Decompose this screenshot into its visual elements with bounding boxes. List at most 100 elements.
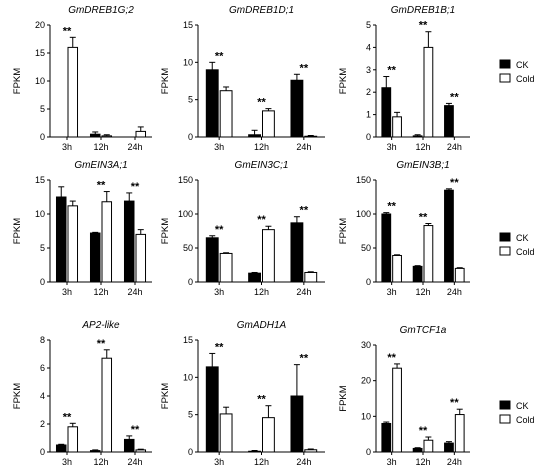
legend-label-ck: CK	[516, 60, 529, 70]
significance-marker: **	[450, 397, 459, 409]
bar-cold	[262, 417, 275, 453]
bar-cold	[101, 135, 113, 138]
significance-marker: **	[387, 201, 396, 213]
x-tick-label: 12h	[93, 457, 108, 467]
y-axis-label: FPKM	[338, 385, 349, 411]
bar-ck	[290, 79, 304, 138]
legend-swatch-cold	[499, 414, 511, 424]
y-tick-label: 50	[361, 243, 371, 253]
y-axis-label: FPKM	[338, 218, 349, 244]
legend-swatch-ck	[499, 400, 511, 410]
y-axis-label: FPKM	[160, 68, 171, 94]
y-tick-label: 15	[35, 48, 45, 58]
x-tick-label: 12h	[93, 287, 108, 297]
y-tick-label: 4	[366, 42, 371, 52]
x-tick-label: 12h	[93, 142, 108, 152]
bar-cold	[423, 46, 434, 138]
y-axis-label: FPKM	[12, 383, 23, 409]
x-tick-label: 3h	[62, 287, 72, 297]
chart-title: GmDREB1B;1	[391, 5, 455, 16]
bar-cold	[392, 254, 402, 283]
bar-cold	[454, 267, 465, 283]
x-tick-label: 12h	[415, 287, 430, 297]
chart-panel-2: GmDREB1D;1 0 5 10 15 FPKM ** 3h ** 12h ** 24h	[160, 5, 325, 152]
chart-title: GmDREB1D;1	[229, 5, 294, 16]
y-tick-label: 10	[361, 411, 371, 421]
x-tick-label: 24h	[127, 142, 142, 152]
x-tick-label: 24h	[296, 287, 311, 297]
legend-swatch-ck	[499, 232, 511, 242]
bar-ck	[444, 442, 454, 453]
x-tick-label: 3h	[214, 457, 224, 467]
bar-cold	[423, 225, 434, 283]
bar-cold	[101, 201, 113, 283]
x-tick-label: 3h	[62, 142, 72, 152]
significance-marker: **	[419, 20, 428, 32]
y-tick-label: 150	[178, 175, 193, 185]
y-tick-label: 0	[366, 132, 371, 142]
chart-title: GmEIN3B;1	[396, 160, 449, 171]
y-tick-label: 10	[183, 372, 193, 382]
chart-title: GmEIN3C;1	[235, 160, 289, 171]
chart-panel-6: GmEIN3B;1 0 50 100 150 FPKM ** 3h ** 12h ** 24h	[338, 160, 470, 297]
bar-ck	[205, 69, 219, 138]
bar-cold	[67, 426, 79, 453]
legend-label-ck: CK	[516, 401, 529, 411]
bar-ck	[248, 272, 262, 283]
significance-marker: **	[419, 425, 428, 437]
chart-panel-5: GmEIN3C;1 0 50 100 150 FPKM ** 3h ** 12h ** 24h	[160, 160, 325, 297]
bar-ck	[381, 422, 392, 453]
y-tick-label: 5	[40, 243, 45, 253]
y-tick-label: 50	[183, 243, 193, 253]
bar-ck	[412, 447, 423, 453]
y-axis-label: FPKM	[12, 218, 23, 244]
x-tick-label: 12h	[254, 457, 269, 467]
bar-ck	[290, 395, 304, 453]
bar-ck	[381, 87, 392, 138]
significance-marker: **	[300, 205, 309, 217]
y-tick-label: 0	[188, 277, 193, 287]
x-tick-label: 24h	[296, 457, 311, 467]
bar-ck	[55, 444, 67, 453]
bar-ck	[248, 450, 262, 453]
significance-marker: **	[257, 394, 266, 406]
significance-marker: **	[97, 180, 106, 192]
chart-panel-8: GmADH1A 0 5 10 15 FPKM ** 3h ** 12h ** 24h	[160, 320, 325, 467]
significance-marker: **	[257, 97, 266, 109]
bar-cold	[304, 135, 318, 138]
chart-panel-9: GmTCF1a 0 10 20 30 FPKM ** 3h ** 12h ** 24h	[338, 325, 470, 467]
bar-cold	[262, 229, 275, 283]
x-tick-label: 24h	[447, 287, 462, 297]
bar-ck	[123, 438, 135, 453]
legend-row-3: CK Cold	[499, 400, 535, 425]
y-axis-label: FPKM	[160, 218, 171, 244]
y-axis-label: FPKM	[338, 68, 349, 94]
chart-panel-1: GmDREB1G;2 0 5 10 15 20 FPKM ** 3h 12h 24h	[12, 5, 152, 152]
bar-cold	[392, 367, 402, 453]
y-tick-label: 5	[366, 20, 371, 30]
bar-ck	[290, 222, 304, 283]
legend-label-cold: Cold	[516, 415, 535, 425]
bar-cold	[219, 413, 233, 453]
chart-title: AP2-like	[81, 320, 120, 331]
significance-marker: **	[131, 181, 140, 193]
y-axis-label: FPKM	[160, 383, 171, 409]
bar-cold	[423, 439, 434, 453]
x-tick-label: 3h	[214, 287, 224, 297]
bar-cold	[135, 233, 147, 283]
y-tick-label: 10	[35, 209, 45, 219]
bar-ck	[381, 213, 392, 283]
bar-cold	[454, 414, 465, 453]
y-tick-label: 0	[188, 447, 193, 457]
x-tick-label: 12h	[254, 287, 269, 297]
y-tick-label: 20	[361, 376, 371, 386]
bar-cold	[135, 130, 147, 138]
legend-label-ck: CK	[516, 233, 529, 243]
significance-marker: **	[300, 353, 309, 365]
y-tick-label: 5	[188, 95, 193, 105]
significance-marker: **	[257, 214, 266, 226]
y-tick-label: 15	[183, 335, 193, 345]
y-axis-label: FPKM	[12, 68, 23, 94]
bar-cold	[135, 449, 147, 453]
